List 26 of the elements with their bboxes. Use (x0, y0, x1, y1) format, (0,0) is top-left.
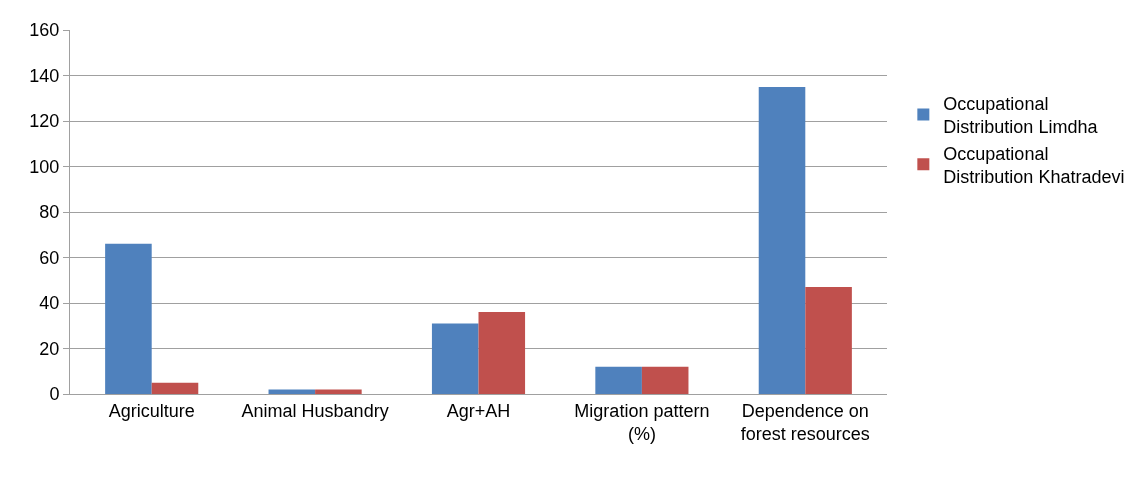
bar (758, 86, 806, 394)
y-tick-label: 60 (39, 247, 60, 268)
legend-label: Occupational Distribution Limdha (943, 93, 1099, 138)
x-tick-label: Animal Husbandry (241, 400, 389, 421)
y-tick-label: 80 (39, 202, 60, 223)
y-tick-label: 20 (39, 338, 60, 359)
bar (478, 312, 526, 394)
bar (105, 243, 152, 394)
x-tick-label: Migration pattern (%) (574, 400, 710, 444)
y-tick-label: 0 (49, 384, 60, 405)
bar (268, 389, 316, 394)
bar (315, 389, 362, 394)
bar (431, 323, 479, 394)
y-tick-label: 160 (29, 20, 60, 41)
y-tick-label: 120 (29, 111, 60, 132)
y-tick-label: 100 (29, 156, 60, 177)
y-tick-label: 140 (29, 65, 60, 86)
x-tick-label: Dependence on forest resources (740, 400, 870, 444)
bar (641, 366, 689, 394)
y-tick-label: 40 (39, 293, 60, 314)
bar (151, 382, 199, 394)
x-tick-label: Agriculture (108, 400, 195, 421)
x-tick-label: Agr+AH (446, 400, 511, 421)
bar (805, 287, 852, 394)
bar (595, 366, 642, 394)
legend-label: Occupational Distribution Khatradevi (943, 143, 1125, 188)
